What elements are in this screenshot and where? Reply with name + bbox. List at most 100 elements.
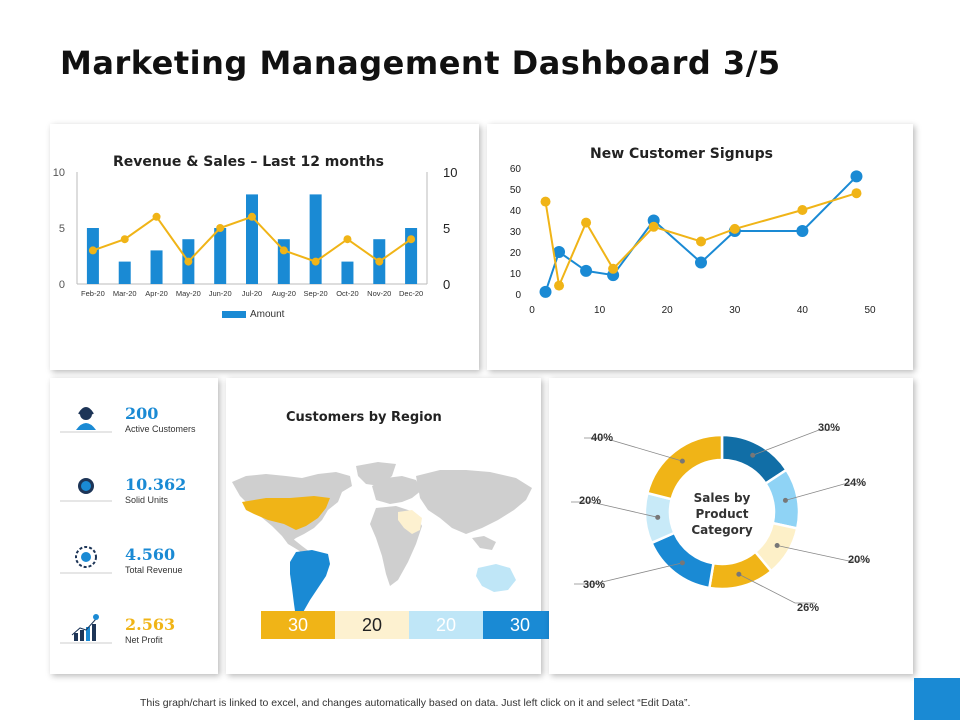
line-point[interactable] xyxy=(120,235,129,244)
revenue-gear-icon xyxy=(60,543,112,583)
signup-point[interactable] xyxy=(539,285,552,298)
y2-tick-label: 5 xyxy=(443,221,450,236)
line-point[interactable] xyxy=(343,235,352,244)
y-tick-label: 30 xyxy=(510,227,522,238)
region-value-2: 20 xyxy=(361,614,383,635)
product-category-card[interactable] xyxy=(549,378,913,674)
region-value-bar: 30 20 20 30 xyxy=(261,611,557,639)
customer-signups-card[interactable]: New Customer Signups 0 10 20 30 40 50 60 0 10 20 3… xyxy=(487,124,913,370)
region-segment-2: 20 xyxy=(335,611,409,639)
signup-point[interactable] xyxy=(797,205,808,215)
line-point[interactable] xyxy=(407,235,416,244)
donut-leader-line xyxy=(571,501,658,518)
bar-amount[interactable] xyxy=(246,194,258,284)
donut-leader-line xyxy=(777,545,869,562)
signup-point[interactable] xyxy=(608,263,619,274)
donut-leader-line xyxy=(785,483,864,501)
line-point[interactable] xyxy=(311,257,320,266)
line-point[interactable] xyxy=(375,257,384,266)
kpi-value: 10.362 xyxy=(125,475,187,494)
line-point[interactable] xyxy=(216,224,225,232)
kpi-value: 2.563 xyxy=(125,615,176,634)
kpi-label: Active Customers xyxy=(125,424,196,434)
x-tick-label: May-20 xyxy=(176,289,201,298)
signup-point[interactable] xyxy=(553,246,566,258)
kpi-item: 200 Active Customers xyxy=(0,402,218,462)
x-tick-label: Aug-20 xyxy=(272,289,296,298)
line-point[interactable] xyxy=(248,212,256,221)
donut-center-line-1: Sales by xyxy=(693,491,751,505)
x-tick-label: 30 xyxy=(729,305,741,316)
line-point[interactable] xyxy=(279,246,288,255)
map-australia xyxy=(476,564,516,592)
signup-point[interactable] xyxy=(696,236,706,247)
kpi-value: 200 xyxy=(125,404,159,423)
bar-amount[interactable] xyxy=(118,261,131,284)
x-tick-label: Feb-20 xyxy=(81,289,105,298)
donut-label-3: 20% xyxy=(848,554,871,566)
bar-amount[interactable] xyxy=(86,228,99,284)
donut-label-4: 26% xyxy=(797,602,820,614)
signup-point[interactable] xyxy=(850,170,863,183)
customer-signups-chart[interactable]: 0 10 20 30 40 50 60 0 10 20 30 40 50 xyxy=(487,124,913,370)
signup-point[interactable] xyxy=(580,264,593,277)
y2-tick-label: 10 xyxy=(443,165,457,180)
region-value-4: 30 xyxy=(509,614,531,635)
y-tick-label: 40 xyxy=(510,206,522,217)
revenue-sales-card[interactable]: Revenue & Sales – Last 12 months 0 5 10 0 5 1… xyxy=(50,124,479,370)
product-category-donut[interactable] xyxy=(549,378,913,674)
map-europe xyxy=(372,476,422,504)
growth-chart-icon xyxy=(60,613,112,653)
map-usa xyxy=(242,496,330,530)
donut-leader-dot xyxy=(774,542,780,548)
line-point[interactable] xyxy=(88,246,97,255)
x-tick-label: Nov-20 xyxy=(367,289,391,298)
bar-amount[interactable] xyxy=(150,250,163,284)
y-tick-label: 60 xyxy=(510,164,522,175)
legend-amount-label: Amount xyxy=(250,309,285,320)
donut-label-2: 24% xyxy=(844,477,867,489)
world-map[interactable] xyxy=(226,378,541,674)
x-tick-label: 50 xyxy=(864,305,876,316)
x-tick-label: Sep-20 xyxy=(304,289,328,298)
customer-support-icon xyxy=(60,402,112,442)
donut-leader-dot xyxy=(736,571,742,577)
line-point[interactable] xyxy=(152,212,161,221)
legend-amount: Amount xyxy=(222,309,284,320)
y-tick-label: 10 xyxy=(53,167,65,179)
kpi-card xyxy=(50,378,218,674)
bar-amount[interactable] xyxy=(341,261,354,284)
x-tick-label: Jul-20 xyxy=(242,289,262,298)
region-value-1: 30 xyxy=(287,614,309,635)
map-central-america xyxy=(282,530,310,556)
signup-point[interactable] xyxy=(695,256,707,269)
x-tick-label: 20 xyxy=(662,305,674,316)
signup-point[interactable] xyxy=(540,196,551,207)
donut-leader-dot xyxy=(679,560,685,566)
x-tick-label: Oct-20 xyxy=(336,289,359,298)
bar-amount[interactable] xyxy=(309,194,322,284)
footer-note: This graph/chart is linked to excel, and… xyxy=(140,697,691,709)
signup-point[interactable] xyxy=(851,188,862,199)
donut-leader-dot xyxy=(655,514,661,520)
donut-label-1: 30% xyxy=(818,422,841,434)
coin-icon xyxy=(60,473,112,513)
x-tick-label: 10 xyxy=(594,305,606,316)
signup-point[interactable] xyxy=(554,280,565,291)
kpi-label: Net Profit xyxy=(125,635,163,645)
donut-slice[interactable] xyxy=(645,433,724,501)
x-tick-label: Apr-20 xyxy=(145,289,168,298)
bar-amount[interactable] xyxy=(214,228,227,284)
revenue-sales-chart[interactable]: 0 5 10 0 5 10 Feb-20 Mar-20 Apr-20 May-20 Jun-20 Ju… xyxy=(50,124,479,370)
signup-point[interactable] xyxy=(581,217,592,228)
signup-point[interactable] xyxy=(729,223,740,234)
signup-point[interactable] xyxy=(648,221,659,232)
y-tick-label: 20 xyxy=(510,248,522,259)
x-tick-label: 40 xyxy=(797,305,809,316)
donut-leader-line xyxy=(574,562,683,585)
line-point[interactable] xyxy=(184,257,193,266)
x-tick-label: 0 xyxy=(529,305,535,316)
y2-tick-label: 0 xyxy=(443,277,450,292)
donut-leader-dot xyxy=(782,497,788,503)
signup-point[interactable] xyxy=(796,225,809,237)
